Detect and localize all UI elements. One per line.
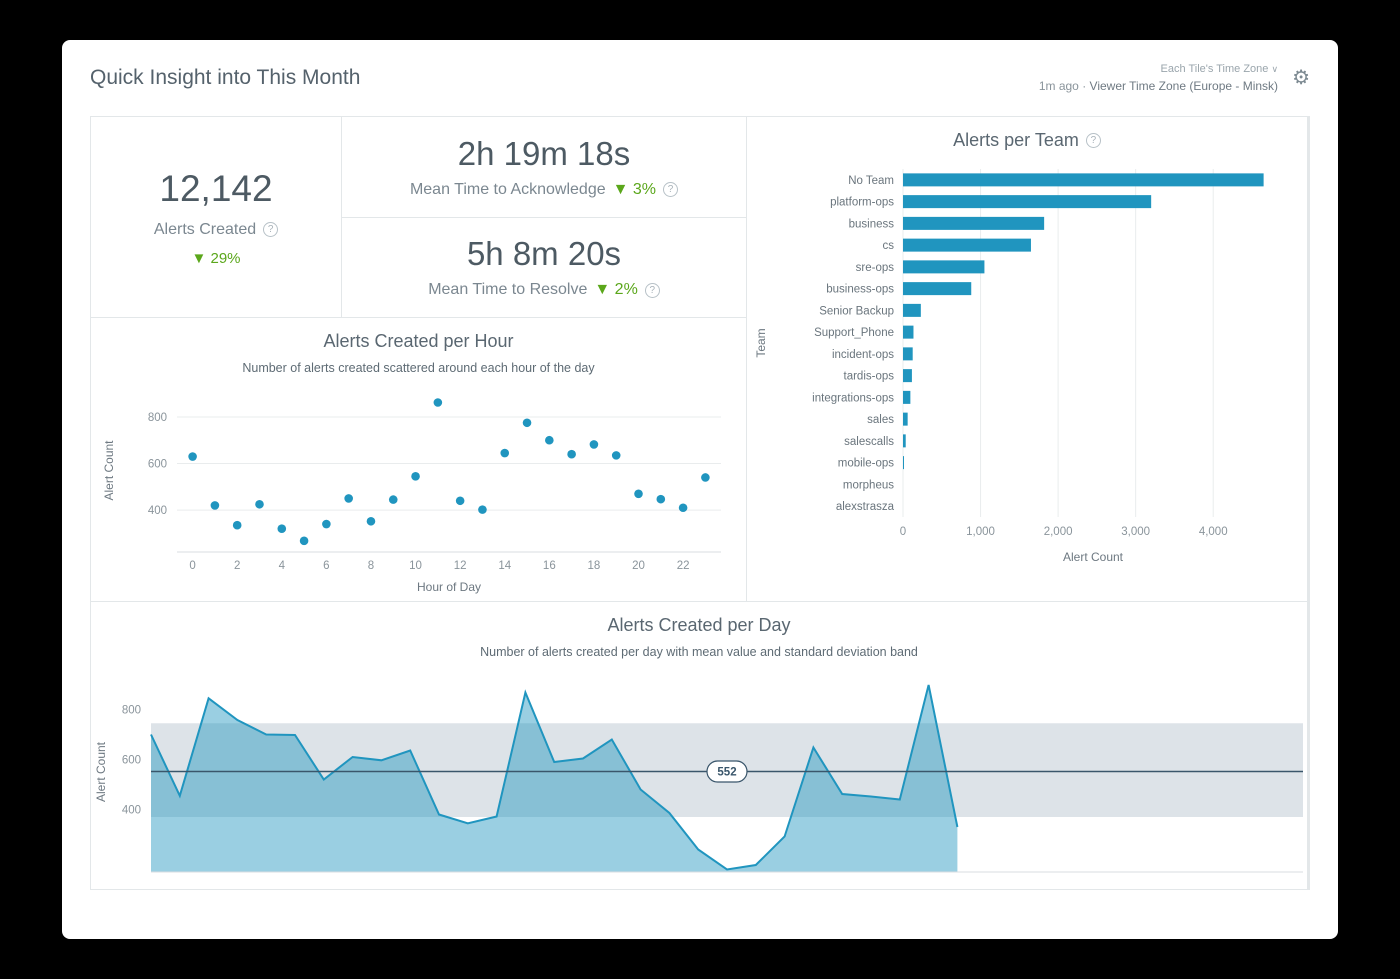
tile-alerts-per-hour: Alerts Created per Hour Number of alerts… bbox=[91, 318, 746, 601]
svg-text:mobile-ops: mobile-ops bbox=[838, 458, 894, 470]
dashboard-card: Quick Insight into This Month Each Tile'… bbox=[62, 40, 1338, 939]
svg-text:1,000: 1,000 bbox=[966, 526, 995, 538]
help-icon[interactable]: ? bbox=[1085, 133, 1101, 148]
alerts-per-team-title: Alerts per Team bbox=[953, 130, 1079, 150]
svg-text:8: 8 bbox=[367, 560, 373, 572]
svg-text:Alert Count: Alert Count bbox=[102, 440, 116, 501]
tile-mean-time-to-resolve: 5h 8m 20s Mean Time to Resolve ▼ 2% ? bbox=[342, 217, 746, 317]
tile-alerts-per-team: Alerts per Team ? 0 1,000 2,000 3,000 4,000 N… bbox=[747, 117, 1307, 601]
svg-text:2: 2 bbox=[233, 560, 239, 572]
help-icon[interactable]: ? bbox=[263, 222, 279, 237]
alerts-per-hour-subtitle: Number of alerts created scattered aroun… bbox=[242, 361, 595, 375]
svg-text:incident-ops: incident-ops bbox=[832, 349, 894, 361]
alerts-per-day-subtitle: Number of alerts created per day with me… bbox=[480, 645, 918, 659]
svg-text:3,000: 3,000 bbox=[1121, 526, 1150, 538]
svg-text:business-ops: business-ops bbox=[826, 284, 894, 296]
svg-text:Team: Team bbox=[754, 328, 768, 357]
svg-text:morpheus: morpheus bbox=[843, 479, 894, 491]
svg-text:552: 552 bbox=[717, 767, 736, 779]
header: Quick Insight into This Month Each Tile'… bbox=[90, 40, 1310, 116]
svg-text:business: business bbox=[849, 218, 895, 230]
svg-text:platform-ops: platform-ops bbox=[830, 197, 894, 209]
tile-mean-time-to-acknowledge: 2h 19m 18s Mean Time to Acknowledge ▼ 3%… bbox=[342, 117, 746, 217]
help-icon[interactable]: ? bbox=[663, 182, 679, 198]
svg-text:10: 10 bbox=[409, 560, 422, 572]
chevron-down-icon: ∨ bbox=[1271, 64, 1279, 74]
svg-text:20: 20 bbox=[632, 560, 645, 572]
alerts-per-hour-title: Alerts Created per Hour bbox=[323, 331, 514, 351]
svg-text:cs: cs bbox=[883, 240, 895, 252]
svg-text:18: 18 bbox=[587, 560, 600, 572]
mtta-value: 2h 19m 18s bbox=[457, 134, 631, 172]
viewer-timezone-label: Viewer Time Zone (Europe - Minsk) bbox=[1089, 79, 1279, 93]
alerts-per-day-title: Alerts Created per Day bbox=[607, 615, 791, 635]
svg-text:tardis-ops: tardis-ops bbox=[844, 371, 895, 383]
timezone-current: 1m ago · Viewer Time Zone (Europe - Mins… bbox=[1039, 79, 1278, 93]
mttr-label: Mean Time to Resolve bbox=[428, 281, 588, 299]
svg-text:sre-ops: sre-ops bbox=[856, 262, 895, 274]
svg-text:No Team: No Team bbox=[848, 175, 894, 187]
mtta-delta: ▼ 3% bbox=[612, 180, 657, 198]
svg-text:6: 6 bbox=[323, 560, 329, 572]
svg-text:400: 400 bbox=[122, 805, 141, 817]
svg-text:sales: sales bbox=[867, 414, 894, 426]
svg-text:16: 16 bbox=[542, 560, 555, 572]
svg-text:600: 600 bbox=[147, 459, 166, 471]
alerts-per-day-chart[interactable]: 400 600 800 552 Alert Count bbox=[91, 664, 1307, 878]
svg-text:2,000: 2,000 bbox=[1044, 526, 1073, 538]
alerts-per-team-chart[interactable]: 0 1,000 2,000 3,000 4,000 No Team platform-ops… bbox=[753, 157, 1301, 567]
tile-alerts-created: 12,142 Alerts Created ? ▼ 29% bbox=[91, 117, 341, 317]
svg-text:alexstrasza: alexstrasza bbox=[836, 501, 895, 513]
alerts-created-delta: ▼ 29% bbox=[191, 249, 241, 267]
metrics-row: 12,142 Alerts Created ? ▼ 29% 2h 19m 18s… bbox=[91, 117, 746, 317]
alerts-created-label: Alerts Created bbox=[153, 220, 257, 238]
svg-text:4,000: 4,000 bbox=[1199, 526, 1228, 538]
svg-text:800: 800 bbox=[147, 412, 166, 424]
alerts-per-hour-chart[interactable]: 400 600 800 0 2 4 6 8 10 12 14 16 18 20 22 Hour of Day A… bbox=[99, 381, 739, 596]
timezone-selector[interactable]: Each Tile's Time Zone ∨ bbox=[1039, 63, 1279, 75]
time-metrics-stack: 2h 19m 18s Mean Time to Acknowledge ▼ 3%… bbox=[342, 117, 746, 317]
svg-text:Alert Count: Alert Count bbox=[94, 741, 108, 802]
svg-text:integrations-ops: integrations-ops bbox=[812, 392, 894, 404]
svg-text:Senior Backup: Senior Backup bbox=[819, 305, 894, 317]
svg-text:12: 12 bbox=[453, 560, 466, 572]
svg-text:0: 0 bbox=[189, 560, 195, 572]
tiles-grid: 12,142 Alerts Created ? ▼ 29% 2h 19m 18s… bbox=[90, 116, 1310, 890]
timezone-selector-label: Each Tile's Time Zone bbox=[1160, 63, 1269, 75]
settings-gear-icon[interactable]: ⚙ bbox=[1292, 67, 1310, 89]
svg-text:Alert Count: Alert Count bbox=[1063, 550, 1124, 564]
svg-text:600: 600 bbox=[122, 755, 141, 767]
last-updated: 1m ago bbox=[1038, 79, 1079, 93]
svg-text:400: 400 bbox=[147, 505, 166, 517]
svg-text:800: 800 bbox=[122, 705, 141, 717]
svg-text:Support_Phone: Support_Phone bbox=[814, 327, 894, 339]
help-icon[interactable]: ? bbox=[644, 282, 660, 298]
mttr-delta: ▼ 2% bbox=[594, 281, 638, 299]
alerts-created-value: 12,142 bbox=[159, 167, 273, 209]
tile-alerts-per-day: Alerts Created per Day Number of alerts … bbox=[91, 602, 1307, 889]
mtta-label: Mean Time to Acknowledge bbox=[409, 180, 606, 198]
mttr-value: 5h 8m 20s bbox=[466, 235, 622, 273]
svg-text:22: 22 bbox=[676, 560, 689, 572]
svg-text:Hour of Day: Hour of Day bbox=[416, 580, 480, 594]
page-title: Quick Insight into This Month bbox=[90, 66, 361, 89]
separator-dot: · bbox=[1082, 79, 1087, 93]
svg-text:salescalls: salescalls bbox=[844, 436, 894, 448]
svg-text:0: 0 bbox=[900, 526, 906, 538]
svg-text:4: 4 bbox=[278, 560, 285, 572]
svg-text:14: 14 bbox=[498, 560, 511, 572]
